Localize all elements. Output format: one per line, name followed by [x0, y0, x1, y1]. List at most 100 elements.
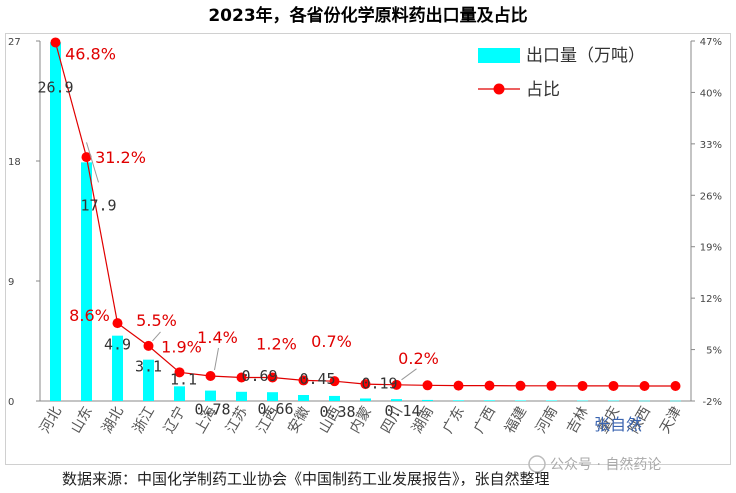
bar-value-label: 4.9 [104, 336, 131, 354]
share-point [360, 379, 371, 390]
data-labels: 26.9 17.9 4.93.1 1.1 0.78 0.69 0.66 0.45 0.38 0.1… [37, 44, 438, 420]
bar-value-label: 0.45 [299, 370, 335, 388]
chart-title: 2023年，各省份化学原料药出口量及占比 [208, 5, 527, 26]
legend: 出口量（万吨） 占比 [478, 46, 645, 100]
category-label: 天津 [657, 404, 685, 436]
y-right-tick-label: -2% [703, 397, 722, 408]
share-point [639, 381, 650, 392]
share-point [546, 380, 557, 391]
bar [205, 390, 216, 401]
share-point [515, 380, 526, 391]
y-right-tick-label: 19% [700, 243, 722, 254]
bar [298, 395, 309, 401]
share-point [329, 376, 340, 387]
bar-value-label: 0.38 [319, 403, 355, 421]
bar [484, 400, 495, 401]
bar-value-label: 0.78 [194, 401, 230, 419]
share-point [174, 367, 185, 378]
wechat-icon [528, 455, 546, 473]
bar-value-label: 3.1 [135, 358, 162, 376]
percent-label: 1.4% [197, 328, 238, 347]
share-point [577, 380, 588, 391]
share-point [112, 318, 123, 329]
share-point [205, 371, 216, 382]
bar-value-label: 17.9 [80, 196, 116, 214]
bar [143, 359, 154, 401]
percent-label: 31.2% [95, 148, 146, 167]
bar [112, 335, 123, 401]
bar [50, 42, 61, 401]
bar [360, 398, 371, 401]
share-point [298, 375, 309, 386]
bar-value-label: 0.19 [361, 374, 397, 392]
percent-label: 46.8% [65, 44, 116, 63]
bar-value-label: 0.14 [384, 402, 420, 420]
bar [639, 400, 650, 402]
percent-label: 0.7% [311, 332, 352, 351]
share-point [453, 380, 464, 391]
share-point [236, 372, 247, 383]
bar-value-label: 0.66 [257, 400, 293, 418]
share-point [670, 381, 681, 392]
leader-line [401, 368, 417, 381]
y-right-tick-label: 5% [706, 346, 722, 357]
percent-label: 1.2% [256, 334, 297, 353]
category-label: 广东 [440, 404, 468, 436]
source-note: 数据来源：中国化学制药工业协会《中国制药工业发展报告》，张自然整理 [62, 470, 550, 488]
y-right-tick-label: 12% [700, 294, 722, 305]
percent-label: 0.2% [398, 349, 439, 368]
legend-bar-swatch [478, 48, 520, 63]
watermark: 公众号 · 自然药论 [528, 455, 661, 473]
y-right-tick-label: 40% [700, 88, 722, 99]
percent-label: 5.5% [136, 311, 177, 330]
signature: 张自然 [594, 415, 642, 434]
y-right-tick-label: 33% [700, 140, 722, 151]
category-label: 浙江 [130, 404, 158, 436]
leader-line [86, 142, 99, 183]
bar [577, 400, 588, 402]
bar-series [50, 42, 681, 402]
y-left-tick-label: 0 [8, 397, 14, 408]
percent-label: 8.6% [69, 306, 110, 325]
bar [453, 400, 464, 401]
line-series [50, 37, 681, 392]
percent-label: 1.9% [161, 337, 202, 356]
category-label: 河北 [37, 404, 65, 436]
watermark-text: 公众号 · 自然药论 [550, 456, 661, 473]
category-label: 湖北 [99, 404, 127, 436]
share-line [54, 42, 676, 387]
share-point [81, 152, 92, 163]
bar-value-label: 26.9 [37, 78, 73, 96]
bar [329, 395, 340, 401]
y-left-tick-label: 18 [8, 157, 21, 168]
y-left-tick-label: 9 [8, 277, 14, 288]
bar [174, 386, 185, 401]
bar-value-label: 0.69 [241, 367, 277, 385]
category-label: 河南 [533, 404, 561, 436]
bar [267, 392, 278, 401]
leader-line [214, 347, 219, 371]
bar [608, 400, 619, 402]
legend-line-label: 占比 [526, 80, 560, 100]
bar [236, 391, 247, 401]
bar [391, 399, 402, 401]
bar-value-label: 1.1 [170, 370, 197, 388]
legend-line-marker [493, 83, 505, 95]
share-point [143, 340, 154, 351]
bar [515, 400, 526, 401]
category-label: 吉林 [564, 404, 592, 436]
bar [670, 400, 681, 402]
y-left-tick-label: 27 [8, 37, 21, 48]
share-point [484, 380, 495, 391]
category-label: 山东 [68, 404, 96, 436]
leader-line [152, 331, 161, 342]
share-point [50, 37, 61, 48]
category-label: 辽宁 [160, 404, 189, 437]
bar [422, 399, 433, 401]
category-label: 广西 [471, 404, 499, 436]
y-right-tick-label: 26% [700, 191, 722, 202]
y-right-tick-label: 47% [700, 37, 722, 48]
category-labels: 河北 山东 湖北 浙江 辽宁 上海 江苏 江西 安徽 山西 内蒙 四川 湖南 广东 广西 福建 河南 吉林 重庆 陕西… [37, 404, 685, 437]
share-point [608, 380, 619, 391]
